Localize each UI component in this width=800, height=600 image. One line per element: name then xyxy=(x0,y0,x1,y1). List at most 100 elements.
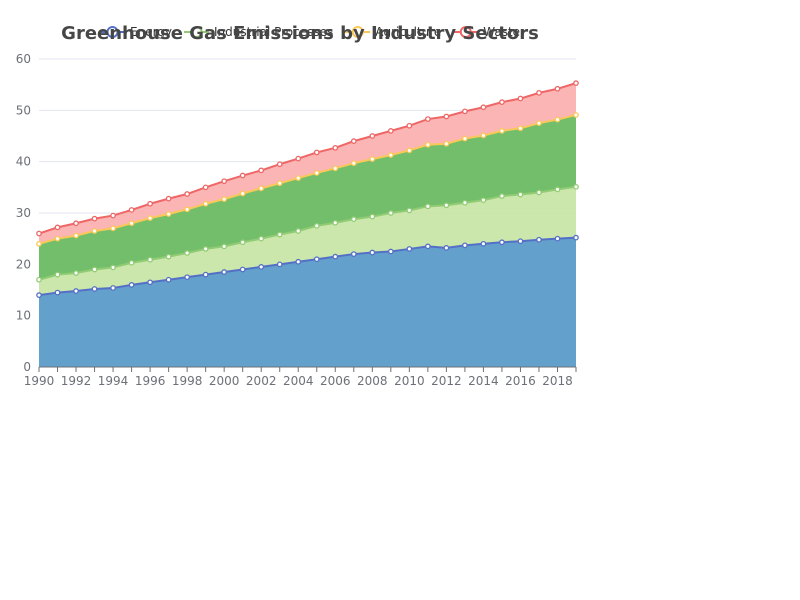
data-point[interactable] xyxy=(406,147,413,154)
data-point[interactable] xyxy=(554,85,561,92)
data-point[interactable] xyxy=(499,128,505,134)
data-point[interactable] xyxy=(221,269,228,275)
data-point[interactable] xyxy=(258,264,265,270)
data-point[interactable] xyxy=(499,99,505,105)
data-point[interactable] xyxy=(369,249,376,256)
data-point[interactable] xyxy=(54,224,61,231)
data-point[interactable] xyxy=(221,243,228,250)
data-point[interactable] xyxy=(536,120,542,127)
data-point[interactable] xyxy=(573,80,579,86)
data-point[interactable] xyxy=(462,108,468,115)
data-point[interactable] xyxy=(406,122,413,129)
data-point[interactable] xyxy=(350,251,357,257)
data-point[interactable] xyxy=(554,186,561,193)
data-point[interactable] xyxy=(239,172,246,179)
data-point[interactable] xyxy=(387,248,394,255)
data-point[interactable] xyxy=(313,170,320,176)
data-point[interactable] xyxy=(147,256,153,263)
data-point[interactable] xyxy=(499,193,505,199)
data-point[interactable] xyxy=(184,206,190,213)
data-point[interactable] xyxy=(332,144,339,151)
data-point[interactable] xyxy=(369,213,376,220)
legend-item-energy[interactable]: Energy xyxy=(100,25,172,39)
data-point[interactable] xyxy=(73,232,79,239)
data-point[interactable] xyxy=(517,95,524,102)
data-point[interactable] xyxy=(295,155,302,162)
data-point[interactable] xyxy=(73,270,79,276)
data-point[interactable] xyxy=(313,149,320,156)
data-point[interactable] xyxy=(369,133,376,139)
data-point[interactable] xyxy=(536,236,542,243)
data-point[interactable] xyxy=(239,239,246,246)
data-point[interactable] xyxy=(499,239,505,246)
data-point[interactable] xyxy=(276,261,283,268)
data-point[interactable] xyxy=(387,152,394,158)
data-point[interactable] xyxy=(184,191,190,197)
data-point[interactable] xyxy=(147,279,153,286)
data-point[interactable] xyxy=(54,235,61,242)
data-point[interactable] xyxy=(387,210,394,216)
data-point[interactable] xyxy=(536,90,542,96)
data-point[interactable] xyxy=(239,190,246,197)
data-point[interactable] xyxy=(462,242,468,249)
data-point[interactable] xyxy=(110,225,116,232)
data-point[interactable] xyxy=(425,141,431,148)
data-point[interactable] xyxy=(276,231,283,238)
data-point[interactable] xyxy=(91,215,98,222)
data-point[interactable] xyxy=(443,140,450,147)
data-point[interactable] xyxy=(184,274,190,281)
data-point[interactable] xyxy=(54,289,61,296)
data-point[interactable] xyxy=(258,185,265,192)
legend-item-industrial-processes[interactable]: Industrial Processes xyxy=(184,25,333,39)
data-point[interactable] xyxy=(36,276,42,283)
data-point[interactable] xyxy=(443,245,450,251)
data-point[interactable] xyxy=(313,222,320,229)
data-point[interactable] xyxy=(406,207,413,214)
data-point[interactable] xyxy=(295,175,302,181)
data-point[interactable] xyxy=(425,203,431,210)
data-point[interactable] xyxy=(128,220,135,227)
data-point[interactable] xyxy=(425,243,431,250)
data-point[interactable] xyxy=(276,180,283,187)
data-point[interactable] xyxy=(387,128,394,134)
data-point[interactable] xyxy=(165,195,172,202)
data-point[interactable] xyxy=(369,156,376,162)
data-point[interactable] xyxy=(110,264,116,271)
data-point[interactable] xyxy=(554,235,561,242)
data-point[interactable] xyxy=(54,271,61,278)
data-point[interactable] xyxy=(165,211,172,217)
data-point[interactable] xyxy=(202,246,209,252)
data-point[interactable] xyxy=(202,184,209,191)
data-point[interactable] xyxy=(91,286,98,292)
data-point[interactable] xyxy=(425,116,431,122)
data-point[interactable] xyxy=(147,215,153,221)
data-point[interactable] xyxy=(517,191,524,198)
data-point[interactable] xyxy=(443,113,450,120)
data-point[interactable] xyxy=(462,199,468,206)
data-point[interactable] xyxy=(332,219,339,226)
data-point[interactable] xyxy=(221,196,228,202)
data-point[interactable] xyxy=(202,271,209,278)
data-point[interactable] xyxy=(128,282,135,288)
data-point[interactable] xyxy=(202,200,209,207)
data-point[interactable] xyxy=(313,256,320,263)
data-point[interactable] xyxy=(91,266,98,273)
data-point[interactable] xyxy=(517,125,524,132)
data-point[interactable] xyxy=(36,230,42,237)
data-point[interactable] xyxy=(554,116,561,123)
data-point[interactable] xyxy=(239,266,246,273)
data-point[interactable] xyxy=(91,228,98,234)
data-point[interactable] xyxy=(110,285,116,291)
data-point[interactable] xyxy=(110,212,116,219)
data-point[interactable] xyxy=(332,253,339,260)
data-point[interactable] xyxy=(147,200,153,207)
data-point[interactable] xyxy=(36,240,42,247)
data-point[interactable] xyxy=(350,216,357,223)
data-point[interactable] xyxy=(258,235,265,242)
data-point[interactable] xyxy=(295,258,302,265)
data-point[interactable] xyxy=(73,288,79,294)
data-point[interactable] xyxy=(350,160,357,167)
data-point[interactable] xyxy=(536,189,542,196)
legend-item-agriculture[interactable]: Agriculture xyxy=(345,25,441,39)
data-point[interactable] xyxy=(350,138,357,144)
